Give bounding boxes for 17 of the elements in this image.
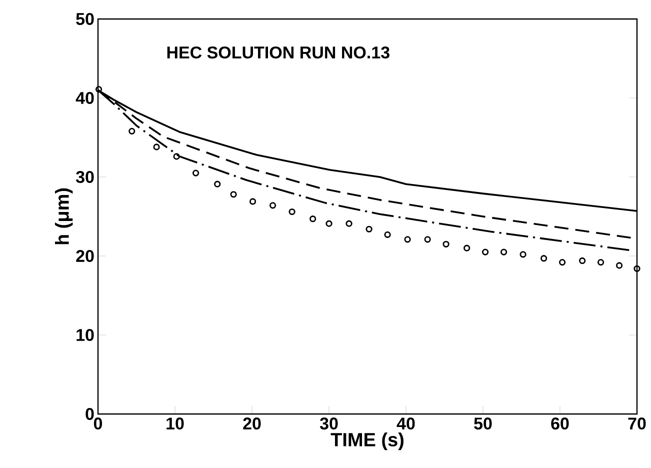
y-tick-label: 40: [76, 92, 94, 104]
x-tick-label: 0: [94, 418, 102, 430]
y-tick-label: 20: [76, 250, 94, 262]
text: HEC SOLUTION RUN NO.13: [167, 46, 390, 59]
y-tick-label: 10: [76, 328, 94, 342]
x-tick-label: 50: [474, 418, 492, 430]
y-tick-label: 50: [76, 12, 94, 26]
x-tick-label: 20: [243, 418, 261, 430]
y-axis-title: h (μm): [54, 188, 73, 244]
y-tick-label: 30: [76, 170, 94, 184]
x-tick-label: 10: [166, 418, 184, 430]
x-axis-title: TIME (s): [330, 432, 404, 450]
x-tick-label: 70: [628, 418, 646, 430]
x-tick-label: 60: [551, 418, 569, 430]
y-tick-label: 0: [86, 408, 94, 420]
x-tick-label: 40: [396, 418, 415, 430]
x-tick-label: 30: [320, 418, 338, 430]
